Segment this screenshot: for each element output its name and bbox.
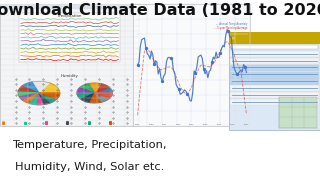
Polygon shape xyxy=(77,93,95,99)
Text: Humidity: Humidity xyxy=(61,74,78,78)
Point xyxy=(193,71,198,74)
Point xyxy=(143,47,148,50)
Point xyxy=(201,68,206,71)
Polygon shape xyxy=(37,93,44,105)
Text: - - 5-year Running Average: - - 5-year Running Average xyxy=(214,26,248,30)
Point xyxy=(152,63,157,66)
Bar xyxy=(230,99,319,105)
Bar xyxy=(230,78,319,85)
Text: Temperature, Precipitation,: Temperature, Precipitation, xyxy=(12,140,167,150)
Point xyxy=(209,61,214,64)
Bar xyxy=(229,32,320,130)
Bar xyxy=(230,45,318,49)
Bar xyxy=(229,32,320,44)
Bar xyxy=(230,65,319,71)
Polygon shape xyxy=(95,84,109,93)
Polygon shape xyxy=(18,86,39,93)
Text: 1996: 1996 xyxy=(176,124,181,125)
Polygon shape xyxy=(79,84,95,93)
Polygon shape xyxy=(39,83,60,93)
Polygon shape xyxy=(95,87,112,93)
Polygon shape xyxy=(89,83,101,93)
Point xyxy=(185,92,190,95)
Point xyxy=(234,72,239,75)
Point xyxy=(243,65,248,68)
Polygon shape xyxy=(22,82,39,93)
Bar xyxy=(0,4,139,126)
Point xyxy=(218,52,223,55)
Polygon shape xyxy=(32,81,49,93)
Text: 1981: 1981 xyxy=(135,124,140,125)
Polygon shape xyxy=(95,93,112,98)
Text: 2021: 2021 xyxy=(244,124,249,125)
Polygon shape xyxy=(39,93,57,103)
Text: 2001: 2001 xyxy=(189,124,195,125)
Polygon shape xyxy=(90,93,102,103)
Text: 2011: 2011 xyxy=(216,124,222,125)
Text: 2016: 2016 xyxy=(230,124,236,125)
Bar xyxy=(230,92,319,98)
Point xyxy=(168,57,173,60)
Polygon shape xyxy=(81,93,95,103)
Point xyxy=(176,88,181,91)
Circle shape xyxy=(230,37,235,40)
Polygon shape xyxy=(95,93,110,102)
Polygon shape xyxy=(20,93,39,100)
Bar xyxy=(279,97,317,128)
Text: Precipitation: Precipitation xyxy=(57,14,82,18)
Bar xyxy=(19,13,120,62)
Text: 1991: 1991 xyxy=(162,124,168,125)
Bar xyxy=(230,72,319,78)
Polygon shape xyxy=(39,93,51,104)
Text: Download Climate Data (1981 to 2020): Download Climate Data (1981 to 2020) xyxy=(0,3,320,18)
Bar xyxy=(230,58,319,64)
Polygon shape xyxy=(23,93,39,103)
Bar xyxy=(230,85,319,91)
Bar xyxy=(133,4,250,126)
Point xyxy=(226,29,231,32)
Text: 1986: 1986 xyxy=(148,124,154,125)
Polygon shape xyxy=(39,93,60,99)
Polygon shape xyxy=(18,92,39,97)
Text: 2006: 2006 xyxy=(203,124,208,125)
Text: — Annual Temp Anomaly: — Annual Temp Anomaly xyxy=(217,22,248,26)
Point xyxy=(160,79,165,82)
Bar xyxy=(0,4,139,9)
Bar xyxy=(230,51,319,57)
Text: Humidity, Wind, Solar etc.: Humidity, Wind, Solar etc. xyxy=(15,162,164,172)
Polygon shape xyxy=(30,93,39,105)
Polygon shape xyxy=(77,88,95,94)
Point xyxy=(135,64,140,66)
